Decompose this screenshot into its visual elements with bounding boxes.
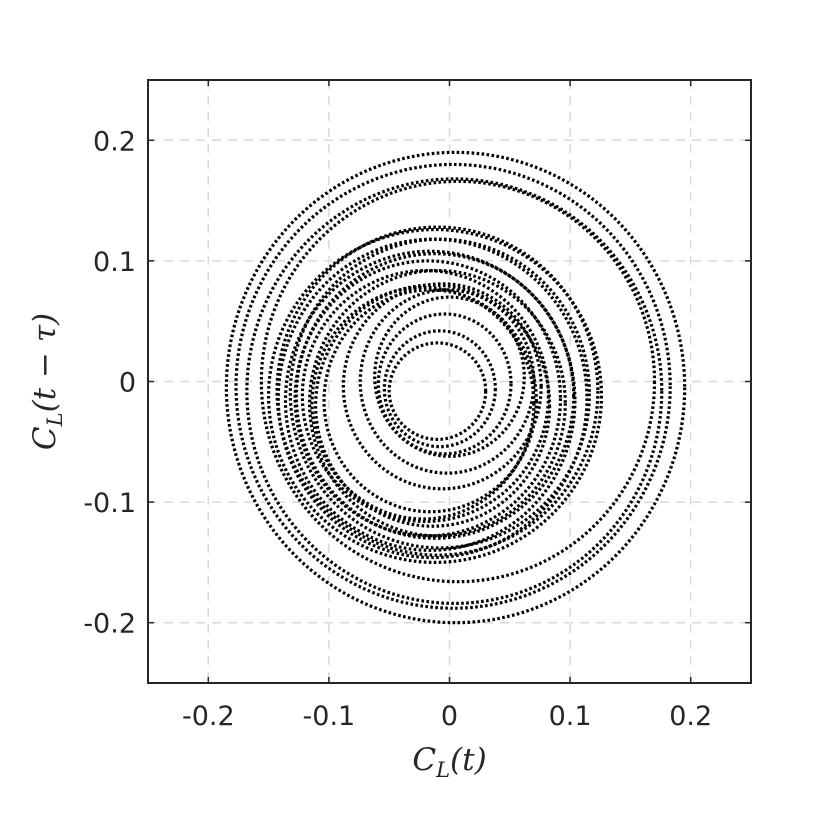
orbit-loop <box>288 237 591 550</box>
orbit-loop <box>387 341 488 441</box>
x-tick-label: 0.1 <box>549 701 592 732</box>
y-tick-label: 0.1 <box>93 247 136 278</box>
x-tick-labels: -0.2 -0.1 0 0.1 0.2 <box>182 701 712 732</box>
phase-portrait-orbits <box>224 150 687 625</box>
tick-marks <box>148 80 751 683</box>
orbit-loop <box>308 268 567 538</box>
orbit-loop <box>358 288 536 475</box>
y-tick-label: -0.2 <box>83 609 136 640</box>
orbit-loop <box>276 237 589 560</box>
orbit-loop <box>310 285 536 521</box>
y-tick-label: 0.2 <box>93 126 136 157</box>
x-tick-label: 0 <box>441 701 458 732</box>
x-axis-label: CL(t) <box>412 742 486 782</box>
x-tick-label: 0.2 <box>669 701 712 732</box>
y-tick-label: 0 <box>119 368 136 399</box>
orbit-loop <box>275 225 600 557</box>
orbit-loop <box>283 249 577 552</box>
orbit-loop <box>234 162 672 610</box>
orbit-loop <box>376 312 513 456</box>
orbit-loop <box>341 282 543 491</box>
orbit-loop <box>259 179 657 584</box>
x-tick-label: -0.1 <box>303 701 356 732</box>
orbit-loop <box>322 288 538 514</box>
orbit-loop <box>373 295 526 458</box>
orbit-loop <box>267 227 604 564</box>
orbit-loop <box>382 329 497 449</box>
orbit-loop <box>314 283 552 528</box>
y-axis-label: CL(t − τ) <box>27 313 67 450</box>
y-tick-labels: -0.2 -0.1 0 0.1 0.2 <box>83 126 136 639</box>
orbit-loop <box>224 150 687 625</box>
orbit-loop <box>245 177 664 606</box>
orbit-loop <box>293 259 563 538</box>
y-tick-label: -0.1 <box>83 488 136 519</box>
x-tick-label: -0.2 <box>182 701 235 732</box>
